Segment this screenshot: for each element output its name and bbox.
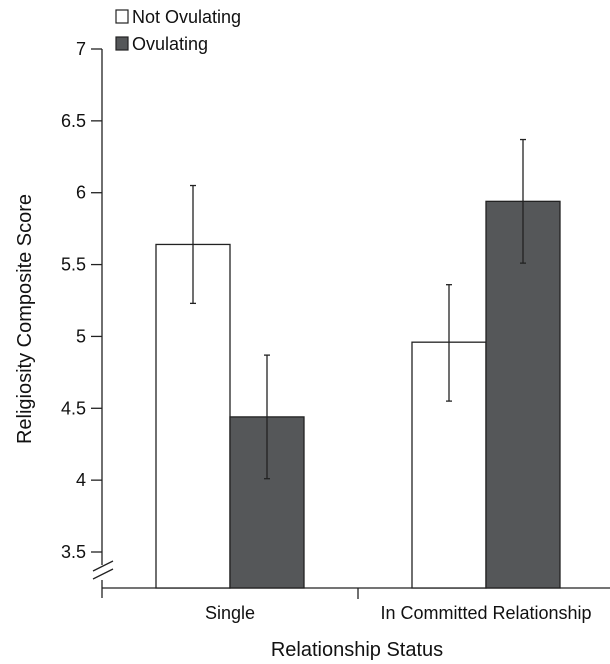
bars xyxy=(155,200,561,589)
legend-label: Ovulating xyxy=(132,34,208,54)
axis-break-mark xyxy=(92,568,114,580)
y-tick-label: 4 xyxy=(76,470,86,490)
error-bars xyxy=(190,138,526,480)
y-axis: 3.5 4 4.5 5 5.5 6 6.5 7 xyxy=(61,39,114,598)
x-tick-label: Single xyxy=(205,603,255,623)
y-tick-label: 7 xyxy=(76,39,86,59)
y-tick-label: 5 xyxy=(76,326,86,346)
legend-label: Not Ovulating xyxy=(132,7,241,27)
y-tick-label: 6 xyxy=(76,183,86,203)
y-axis-title: Religiosity Composite Score xyxy=(14,194,36,444)
y-tick-label: 4.5 xyxy=(61,398,86,418)
x-axis: Single In Committed Relationship xyxy=(102,587,610,623)
y-tick-label: 6.5 xyxy=(61,111,86,131)
y-tick-label: 3.5 xyxy=(61,542,86,562)
axis-break-mark xyxy=(92,560,114,572)
x-tick-label: In Committed Relationship xyxy=(380,603,591,623)
legend-swatch xyxy=(115,9,129,24)
legend: Not Ovulating Ovulating xyxy=(115,7,241,54)
legend-swatch xyxy=(115,36,129,51)
y-tick-label: 5.5 xyxy=(61,255,86,275)
x-axis-title: Relationship Status xyxy=(271,639,443,661)
